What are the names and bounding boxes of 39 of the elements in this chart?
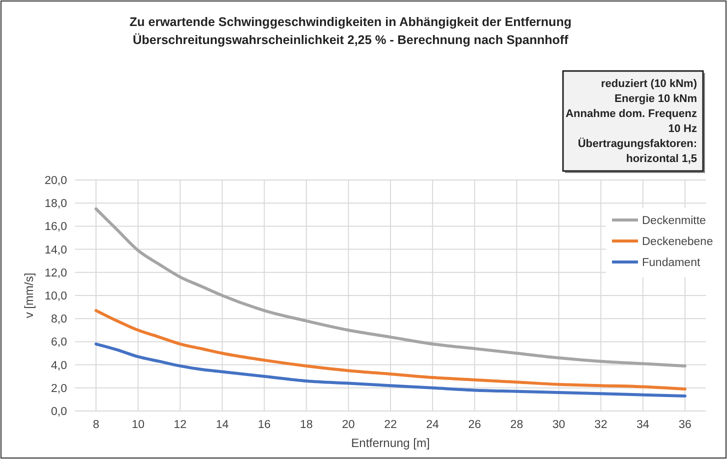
y-axis-title: v [mm/s] xyxy=(22,272,36,318)
y-tick-label: 18,0 xyxy=(44,198,67,210)
y-tick-label: 2,0 xyxy=(51,382,67,395)
line-series xyxy=(94,342,686,398)
x-tick-label: 10 xyxy=(132,419,144,431)
x-tick-label: 20 xyxy=(342,419,355,431)
x-tick-label: 12 xyxy=(174,419,187,431)
y-tick-label: 14,0 xyxy=(44,244,67,256)
y-tick-label: 12,0 xyxy=(44,267,67,280)
x-tick-label: 32 xyxy=(594,419,608,431)
x-tick-label: 30 xyxy=(552,419,566,431)
line-series xyxy=(94,309,686,391)
y-tick-label: 20,0 xyxy=(44,175,67,188)
x-tick-label: 24 xyxy=(426,419,440,431)
x-tick-label: 8 xyxy=(92,419,100,431)
x-tick-label: 22 xyxy=(384,419,397,431)
y-tick-label: 8,0 xyxy=(51,314,67,326)
text: reduziert (10 kNm) xyxy=(601,78,698,90)
legend-label: Deckenmitte xyxy=(642,215,706,228)
chart-title: Zu erwartende Schwinggeschwindigkeiten in Abhängigkeit der Entfernung xyxy=(130,15,572,29)
chart-subtitle: Überschreitungswahrscheinlichkeit 2,25 % - Berechnung nach Spannhoff xyxy=(132,33,570,47)
x-tick-label: 18 xyxy=(300,419,313,431)
x-tick-label: 26 xyxy=(468,419,482,431)
x-tick-label: 14 xyxy=(216,419,230,431)
y-tick-label: 0,0 xyxy=(51,406,67,418)
x-tick-label: 16 xyxy=(258,419,271,431)
legend-label: Fundament xyxy=(642,257,701,270)
text: Annahme dom. Frequenz 10 Hz xyxy=(566,108,698,135)
y-tick-label: 16,0 xyxy=(44,221,67,234)
x-tick-label: 36 xyxy=(678,419,692,431)
y-tick-label: 10,0 xyxy=(44,290,67,303)
y-tick-label: 4,0 xyxy=(51,360,67,372)
x-tick-label: 34 xyxy=(636,419,650,431)
text: Übertragungsfaktoren: horizontal 1,5 xyxy=(578,137,697,165)
x-tick-label: 28 xyxy=(510,419,524,431)
text: Energie 10 kNm xyxy=(614,93,698,105)
y-tick-label: 6,0 xyxy=(51,336,67,349)
legend-label: Deckenebene xyxy=(642,236,713,248)
x-axis-title: Entfernung [m] xyxy=(351,436,430,450)
